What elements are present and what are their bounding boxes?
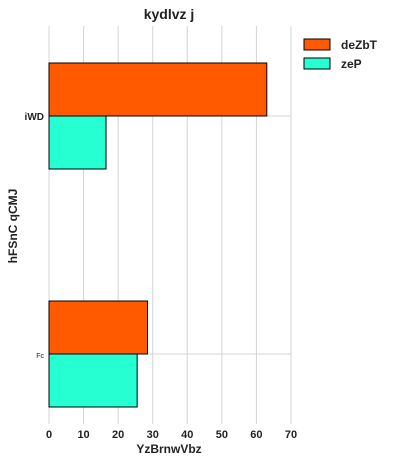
legend: deZbT zeP xyxy=(304,38,378,71)
x-tick-label: 40 xyxy=(181,429,193,441)
x-tick-label: 10 xyxy=(77,429,89,441)
chart-title: kydlvz j xyxy=(144,6,195,22)
x-tick-label: 70 xyxy=(285,429,297,441)
x-tick-label: 0 xyxy=(46,429,52,441)
legend-label: zeP xyxy=(341,57,362,71)
y-axis-label: hFSnC qCMJ xyxy=(6,189,20,264)
y-tick-label: Fc xyxy=(36,353,44,360)
bar xyxy=(49,354,137,407)
bar xyxy=(49,301,148,354)
x-tick-label: 60 xyxy=(250,429,262,441)
x-tick-label: 30 xyxy=(147,429,159,441)
bars xyxy=(49,63,267,407)
bar xyxy=(49,116,106,169)
legend-swatch xyxy=(304,39,330,50)
legend-label: deZbT xyxy=(341,38,378,52)
bar xyxy=(49,63,267,116)
y-tick-label: iWD xyxy=(25,112,44,123)
legend-swatch xyxy=(304,58,330,69)
x-tick-label: 20 xyxy=(112,429,124,441)
x-axis-label: YzBrnwVbz xyxy=(136,442,201,456)
x-tick-label: 50 xyxy=(216,429,228,441)
